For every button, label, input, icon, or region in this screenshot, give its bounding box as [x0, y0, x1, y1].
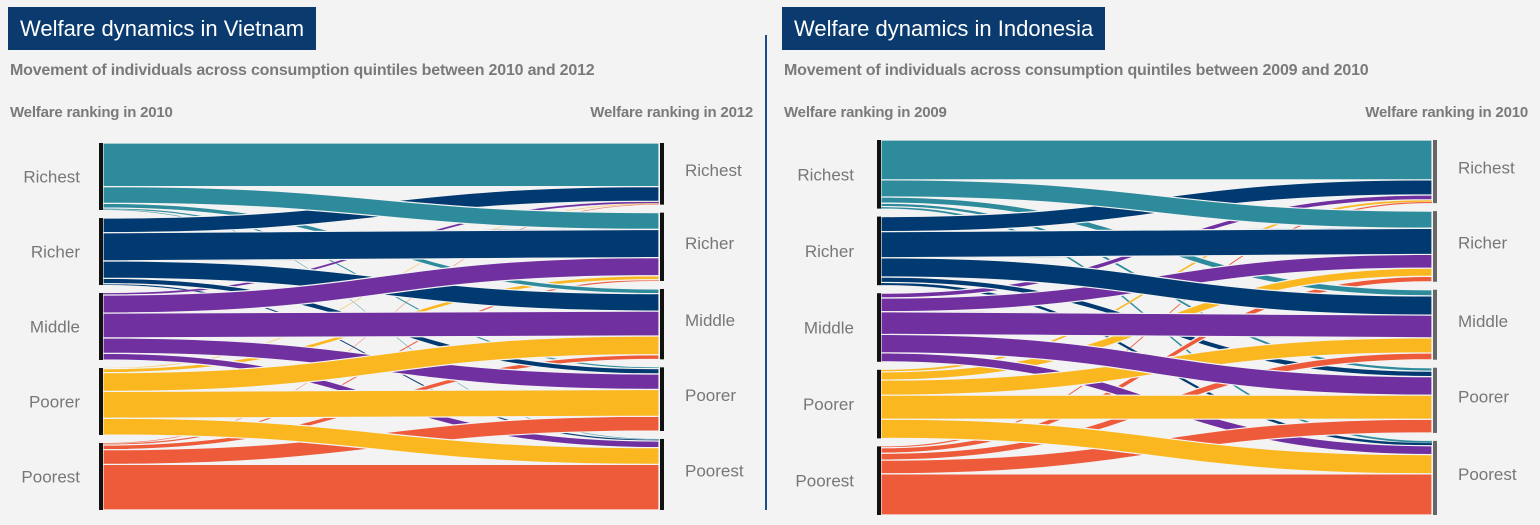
right-node-bar: [1433, 140, 1437, 204]
vietnam-panel: Welfare dynamics in Vietnam Movement of …: [0, 0, 765, 525]
right-axis-label: Welfare ranking in 2010: [1365, 104, 1528, 121]
right-node-bar: [660, 367, 664, 431]
sankey-indonesia: Richest Richest Richer Richer Middle Middle Po…: [795, 139, 1517, 516]
flow-richest-to-richest: [102, 142, 660, 188]
right-node-label: Middle: [685, 311, 735, 330]
chart-subtitle: Movement of individuals across consumpti…: [10, 62, 595, 79]
right-node-label: Middle: [1458, 312, 1508, 331]
left-node-label: Middle: [30, 318, 80, 337]
left-node-bar: [877, 446, 881, 515]
right-node-bar: [1433, 440, 1437, 515]
right-node-bar: [660, 143, 664, 205]
chart-title: Welfare dynamics in Vietnam: [8, 7, 317, 50]
flow-poorer-to-poorer: [880, 394, 1433, 420]
left-node-bar: [877, 216, 881, 286]
left-node-label: Poorer: [29, 393, 80, 412]
right-node-bar: [660, 288, 664, 360]
flow-richest-to-richest: [880, 139, 1433, 181]
divider: [765, 35, 767, 510]
left-node-bar: [99, 368, 103, 435]
flow-middle-to-middle: [102, 310, 660, 339]
left-node-bar: [877, 369, 881, 439]
right-node-label: Richest: [1458, 159, 1515, 178]
left-node-bar: [99, 218, 103, 285]
flows: [880, 139, 1433, 516]
left-node-bar: [877, 140, 881, 209]
left-node-bar: [99, 443, 103, 510]
left-node-label: Poorest: [21, 468, 80, 487]
left-node-label: Richer: [31, 243, 80, 262]
left-node-label: Richer: [805, 242, 854, 261]
right-node-label: Richest: [685, 161, 742, 180]
left-node-bar: [877, 293, 881, 362]
right-node-bar: [660, 212, 664, 281]
left-node-bar: [99, 143, 103, 210]
right-node-label: Poorest: [1458, 465, 1517, 484]
chart-subtitle: Movement of individuals across consumpti…: [784, 62, 1369, 79]
indonesia-panel: Welfare dynamics in Indonesia Movement o…: [770, 0, 1540, 525]
left-node-label: Poorer: [803, 395, 854, 414]
flow-richer-to-richer: [880, 227, 1433, 259]
chart-title: Welfare dynamics in Indonesia: [782, 7, 1106, 50]
flow-poorest-to-poorest: [102, 463, 660, 511]
right-node-label: Poorer: [685, 386, 736, 405]
right-node-bar: [1433, 211, 1437, 282]
flow-middle-to-richer: [102, 256, 660, 314]
sankey-vietnam: Richest Richest Richer Richer Middle Middle Po…: [21, 142, 744, 511]
right-node-bar: [660, 438, 664, 510]
right-node-label: Richer: [685, 234, 734, 253]
left-node-label: Middle: [804, 319, 854, 338]
right-node-bar: [1433, 289, 1437, 360]
left-node-label: Richest: [23, 168, 80, 187]
right-node-label: Poorest: [685, 461, 744, 480]
right-axis-label: Welfare ranking in 2012: [590, 104, 753, 121]
right-node-bar: [1433, 367, 1437, 433]
flow-middle-to-middle: [880, 311, 1433, 339]
left-node-label: Richest: [797, 165, 854, 184]
flow-poorer-to-poorer: [102, 388, 660, 419]
left-axis-label: Welfare ranking in 2010: [10, 104, 173, 121]
flow-poorer-to-middle: [102, 335, 660, 393]
right-node-label: Richer: [1458, 233, 1507, 252]
left-node-bar: [99, 293, 103, 360]
flow-richer-to-richer: [102, 228, 660, 262]
flows: [102, 142, 660, 511]
flow-poorest-to-poorest: [880, 473, 1433, 516]
left-axis-label: Welfare ranking in 2009: [784, 104, 947, 121]
right-node-label: Poorer: [1458, 387, 1509, 406]
left-node-label: Poorest: [795, 472, 854, 491]
